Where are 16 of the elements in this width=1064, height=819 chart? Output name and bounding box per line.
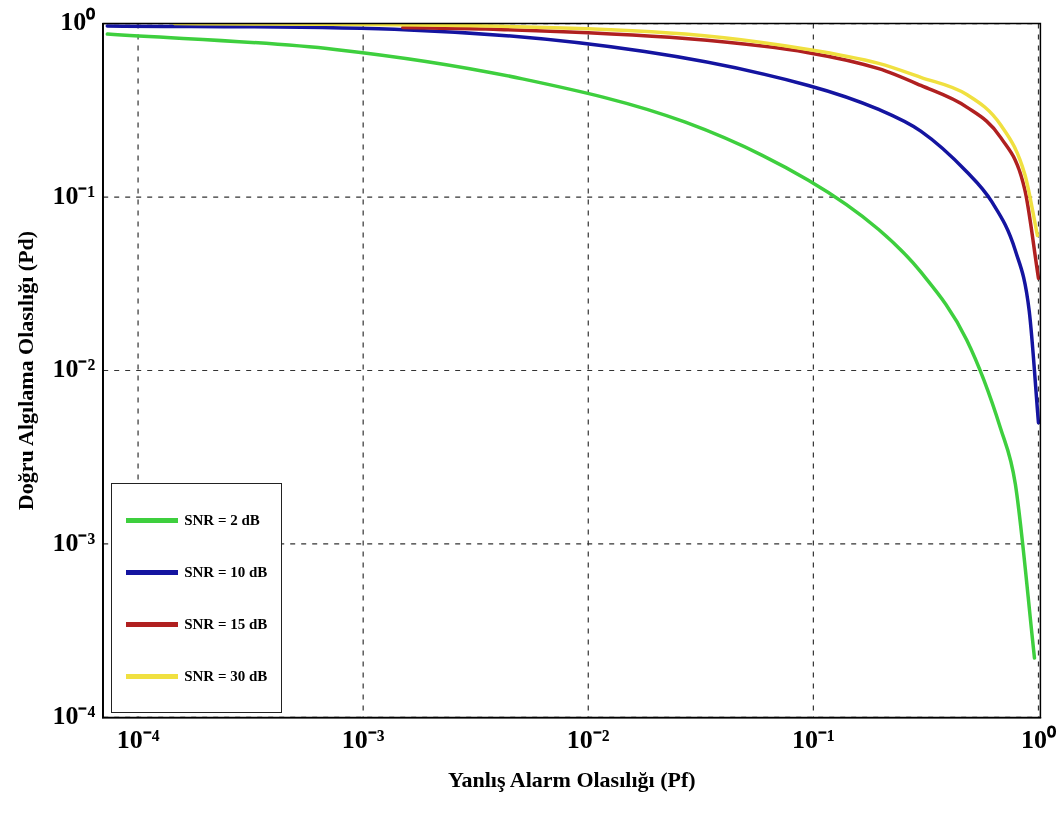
legend-label: SNR = 2 dB [184,511,260,529]
y-tick-label: 10⁰ [60,7,97,37]
x-tick-label: 10⁻⁴ [116,724,160,754]
y-tick-label: 10⁻² [52,354,96,384]
y-tick-label: 10⁻³ [52,527,96,557]
y-tick-label: 10⁻¹ [52,180,96,210]
legend-label: SNR = 30 dB [184,667,268,685]
legend-label: SNR = 15 dB [184,615,268,633]
x-axis-title: Yanlış Alarm Olasılığı (Pf) [448,767,696,793]
legend-label: SNR = 10 dB [184,563,268,581]
x-tick-label: 10⁰ [1020,724,1057,754]
x-tick-label: 10⁻¹ [791,724,835,754]
x-tick-label: 10⁻³ [341,724,385,754]
y-axis-title: Doğru Algılama Olasılığı (Pd) [12,230,38,511]
x-tick-label: 10⁻² [566,724,610,754]
y-tick-label: 10⁻⁴ [52,701,96,731]
